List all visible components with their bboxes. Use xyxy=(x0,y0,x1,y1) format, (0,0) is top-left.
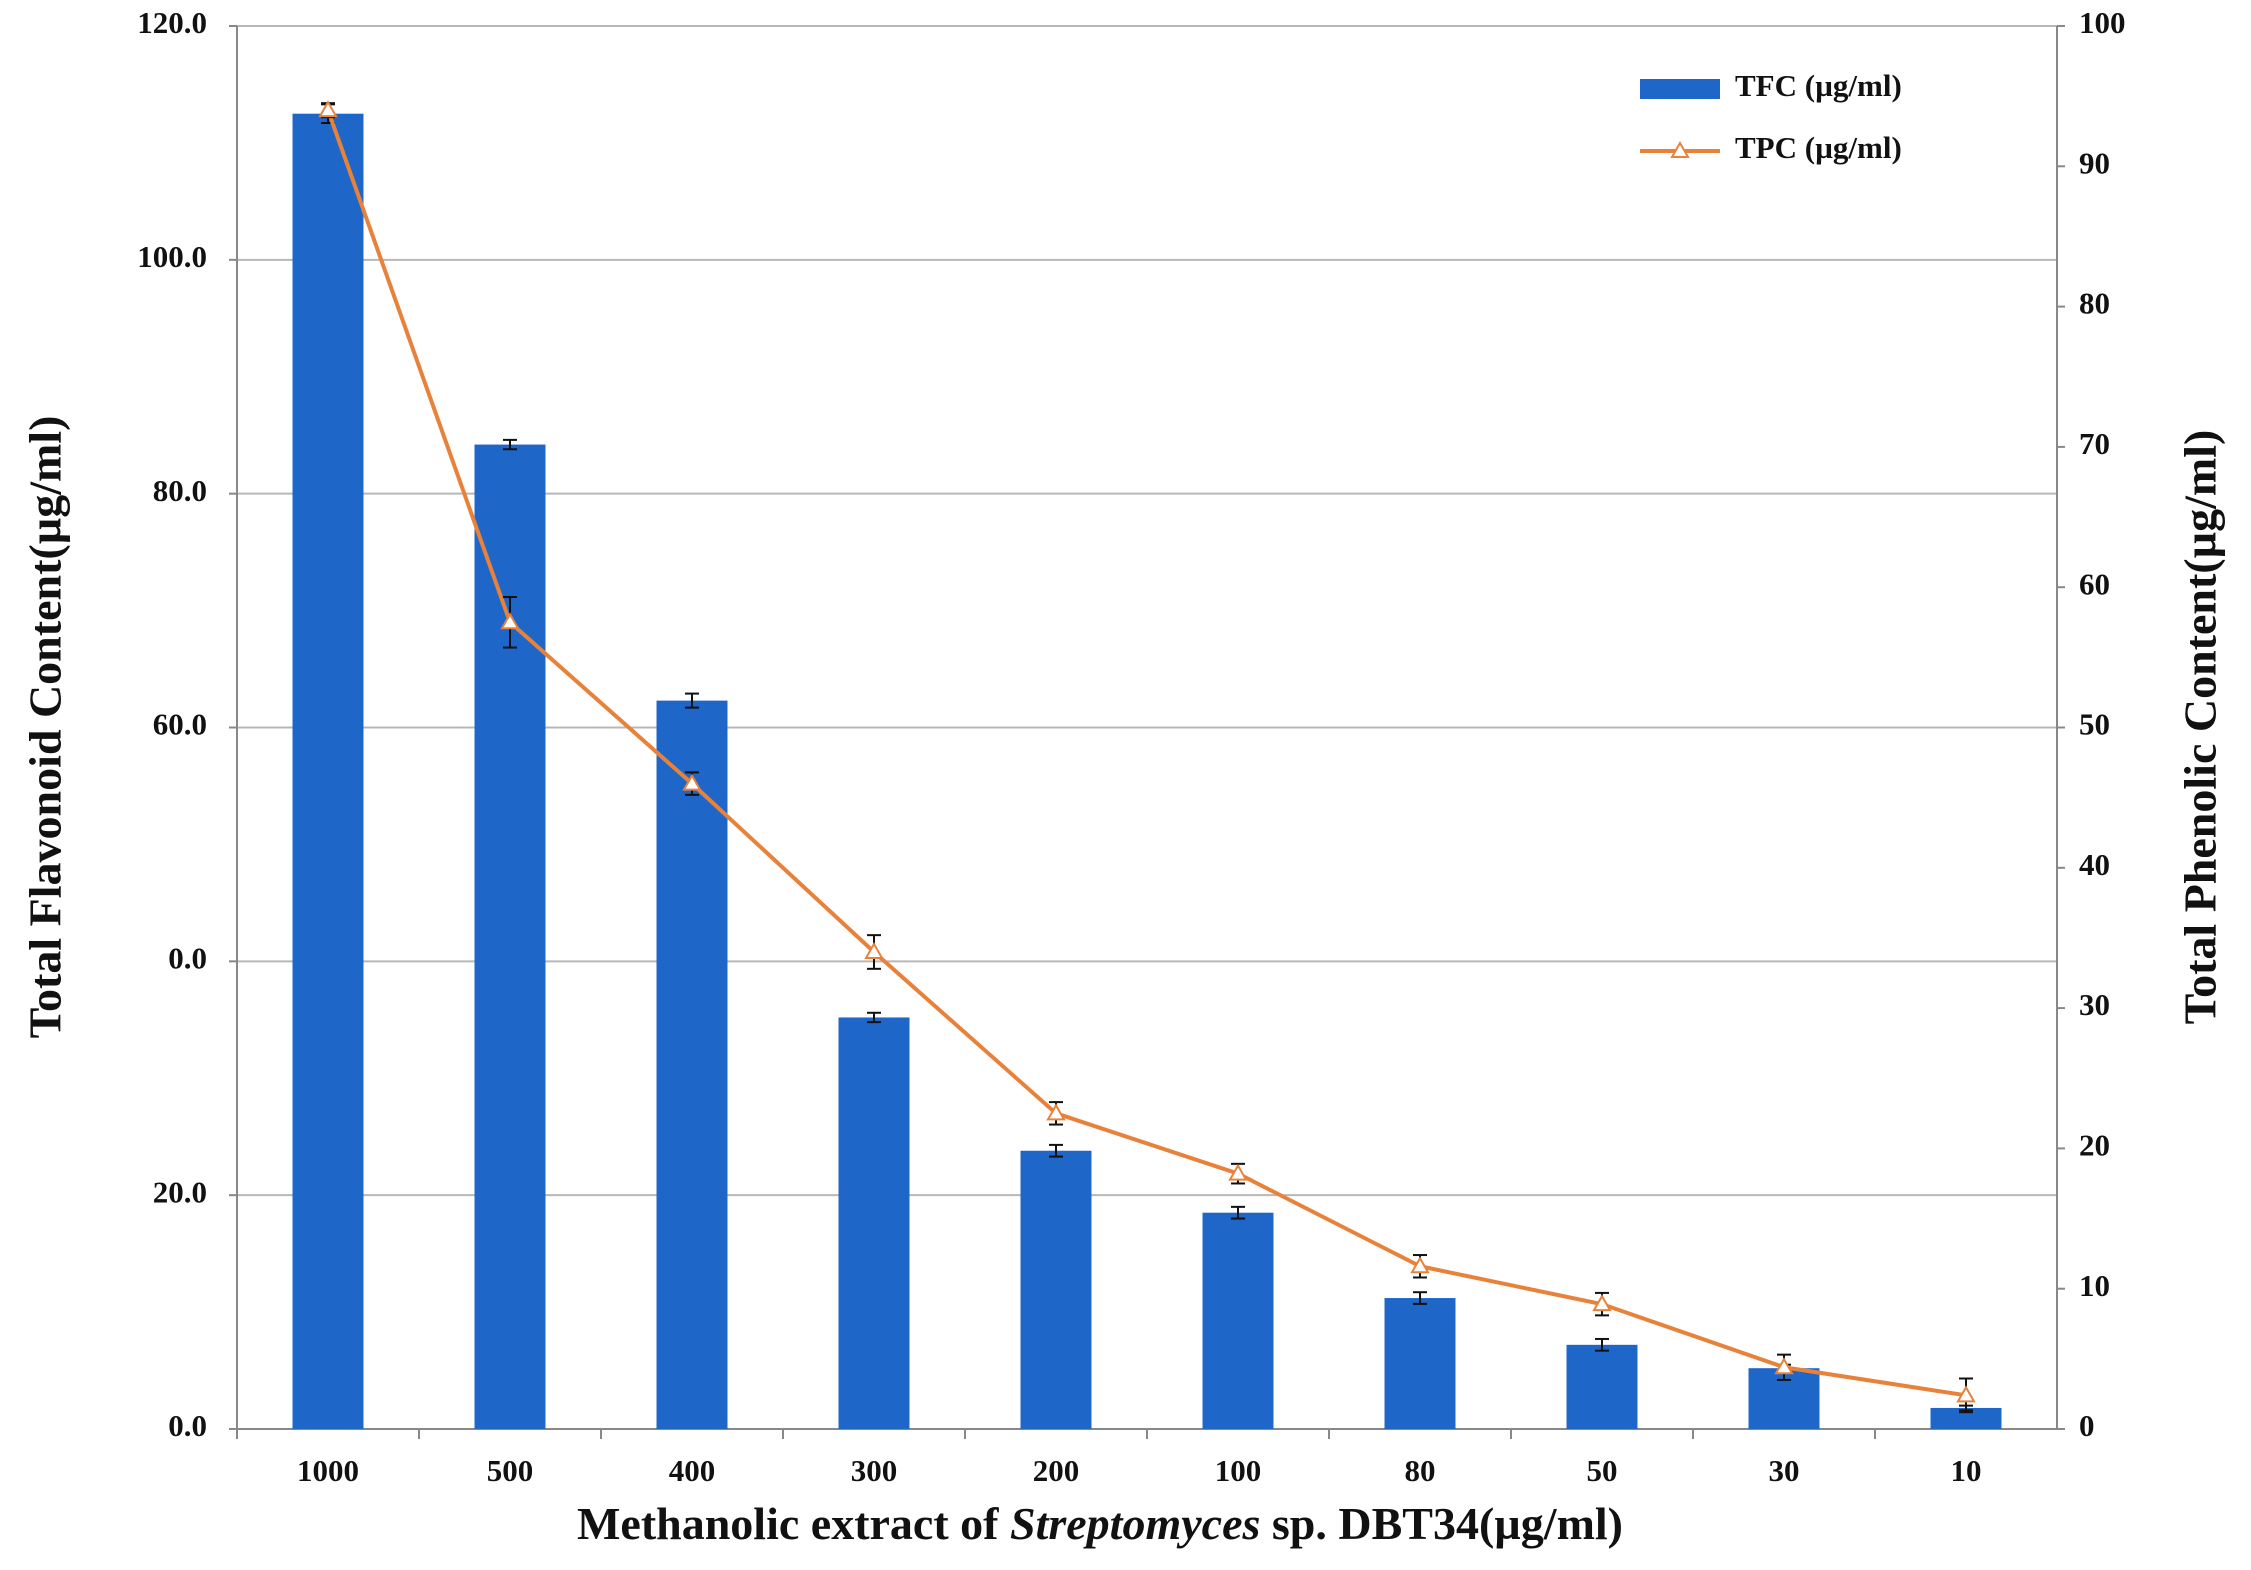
x-tick-label: 300 xyxy=(851,1453,898,1488)
y2-tick-label: 0 xyxy=(2079,1408,2095,1443)
y-tick-label: 100.0 xyxy=(137,239,207,274)
bar xyxy=(292,113,364,1429)
y-tick-label: 80.0 xyxy=(153,473,207,508)
y2-tick-label: 80 xyxy=(2079,286,2110,321)
x-axis-title-part: sp. DBT34(µg/ml) xyxy=(1260,1498,1623,1549)
marker xyxy=(1228,1163,1248,1181)
bar xyxy=(656,700,728,1429)
x-tick-label: 30 xyxy=(1769,1453,1800,1488)
y2-tick-label: 20 xyxy=(2079,1128,2110,1163)
legend-label: TPC (µg/ml) xyxy=(1735,130,1902,165)
bar xyxy=(838,1017,910,1429)
error-bar xyxy=(1595,1337,1609,1352)
y-tick-label: 0.0 xyxy=(168,940,207,975)
marker xyxy=(1046,1103,1066,1121)
y2-tick-label: 30 xyxy=(2079,987,2110,1022)
error-bar xyxy=(1049,1143,1063,1158)
legend-marker xyxy=(1670,140,1690,158)
y2-tick-label: 100 xyxy=(2079,5,2126,40)
bar xyxy=(1020,1150,1092,1429)
error-bar xyxy=(867,1011,881,1024)
y2-tick-label: 40 xyxy=(2079,847,2110,882)
x-tick-label: 200 xyxy=(1033,1453,1080,1488)
x-axis-title: Methanolic extract of Streptomyces sp. D… xyxy=(577,1498,1623,1549)
legend-label: TFC (µg/ml) xyxy=(1735,68,1902,103)
marker xyxy=(682,773,702,791)
error-bar xyxy=(1231,1205,1245,1220)
x-tick-label: 10 xyxy=(1951,1453,1982,1488)
legend-swatch xyxy=(1640,79,1720,99)
error-bar xyxy=(503,438,517,451)
marker xyxy=(864,941,884,959)
x-axis-title-part: Streptomyces xyxy=(1010,1498,1260,1549)
marker xyxy=(1410,1256,1430,1274)
y-axis-title: Total Flavonoid Content(µg/ml) xyxy=(20,416,71,1039)
y2-tick-label: 90 xyxy=(2079,145,2110,180)
x-axis-title-part: Methanolic extract of xyxy=(577,1498,1010,1549)
marker xyxy=(1956,1385,1976,1403)
y2-tick-label: 10 xyxy=(2079,1268,2110,1303)
y-tick-label: 120.0 xyxy=(137,5,207,40)
marker xyxy=(500,612,520,630)
line xyxy=(326,109,1967,1398)
marker xyxy=(1592,1294,1612,1312)
error-bar xyxy=(685,692,699,709)
bar xyxy=(1384,1298,1456,1429)
bar xyxy=(1202,1212,1274,1429)
y2-tick-label: 50 xyxy=(2079,707,2110,742)
marker xyxy=(1774,1357,1794,1375)
y-tick-label: 0.0 xyxy=(168,1408,207,1443)
x-tick-label: 1000 xyxy=(297,1453,359,1488)
error-bar xyxy=(1413,1291,1427,1305)
y2-tick-label: 70 xyxy=(2079,426,2110,461)
y2-axis-title: Total Phenolic Content(µg/ml) xyxy=(2175,430,2226,1025)
y-tick-label: 20.0 xyxy=(153,1174,207,1209)
bar xyxy=(1930,1407,2002,1429)
bar xyxy=(474,444,546,1430)
x-tick-label: 50 xyxy=(1587,1453,1618,1488)
y-tick-label: 60.0 xyxy=(153,707,207,742)
y2-tick-label: 60 xyxy=(2079,566,2110,601)
bar xyxy=(1566,1344,1638,1429)
marker xyxy=(318,100,338,118)
x-tick-label: 500 xyxy=(487,1453,534,1488)
x-tick-label: 400 xyxy=(669,1453,716,1488)
x-tick-label: 80 xyxy=(1405,1453,1436,1488)
x-tick-label: 100 xyxy=(1215,1453,1262,1488)
